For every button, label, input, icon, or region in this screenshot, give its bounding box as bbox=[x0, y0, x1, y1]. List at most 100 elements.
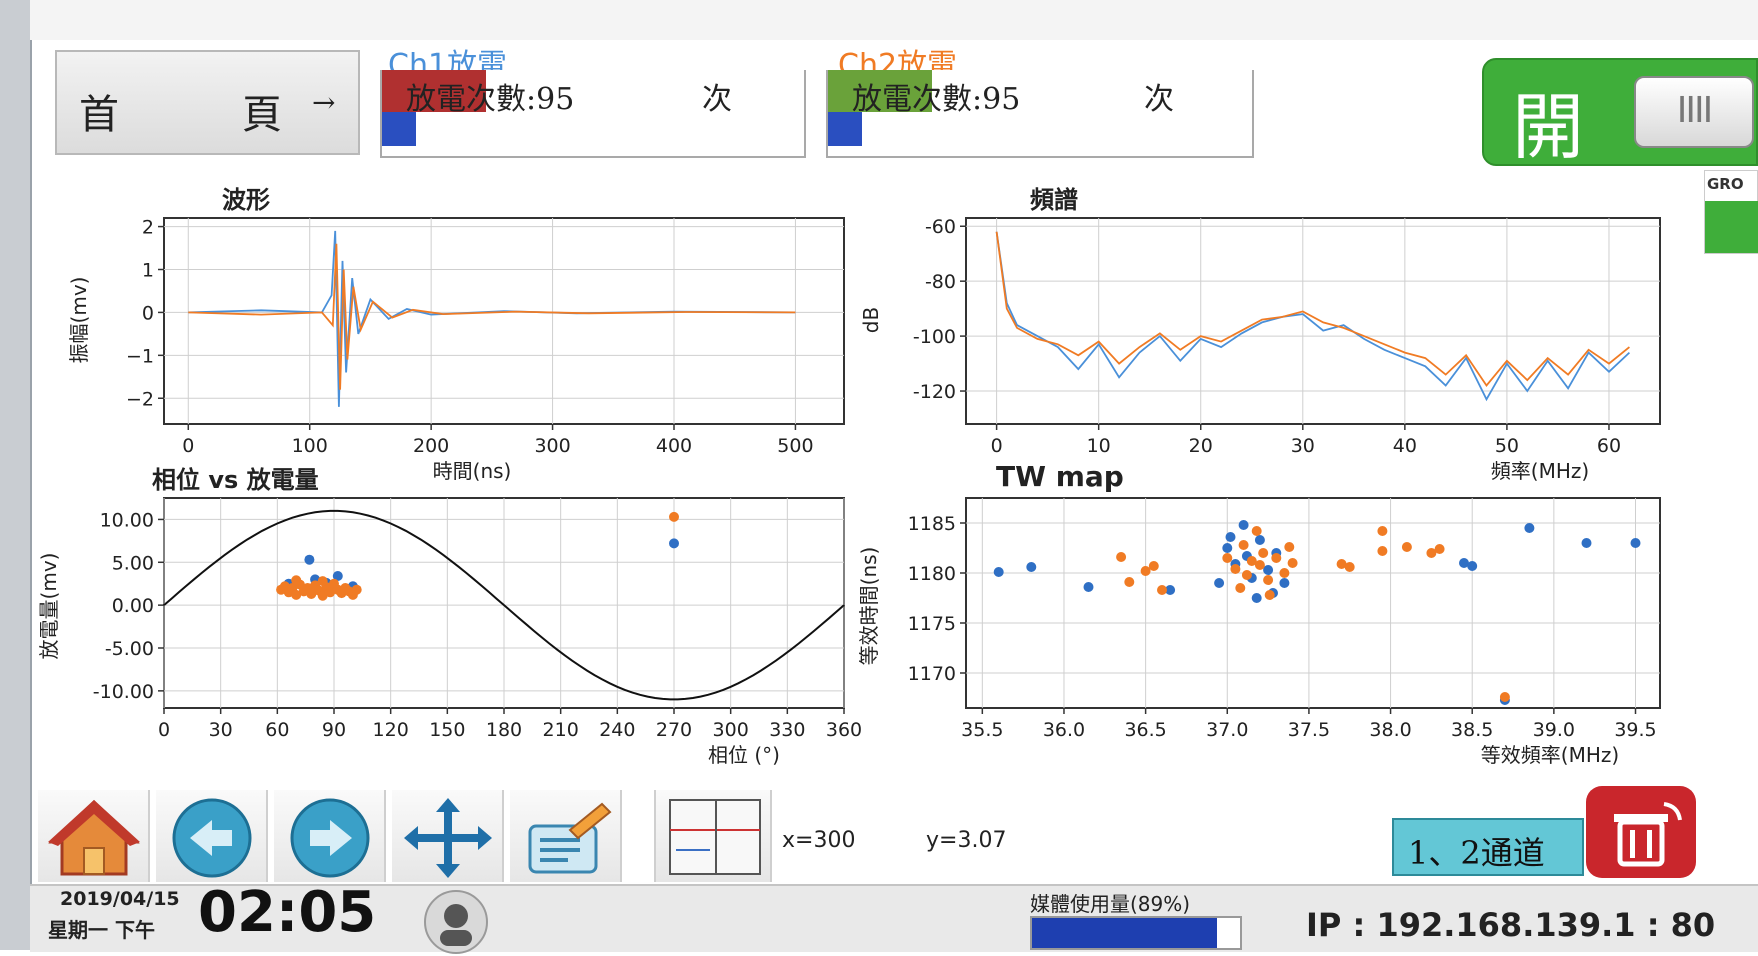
data-point bbox=[306, 589, 317, 599]
back-button[interactable] bbox=[156, 790, 268, 882]
reference-sine-curve bbox=[163, 509, 845, 701]
ch2-discharge-panel: 放電次數:95 次 bbox=[826, 70, 1254, 158]
data-point bbox=[1116, 552, 1127, 562]
ch2-count-fill bbox=[828, 70, 932, 112]
home-tab-label-2: 頁 bbox=[242, 92, 282, 138]
y-axis-label: 放電量(mv) bbox=[37, 553, 61, 660]
data-point bbox=[1426, 548, 1437, 558]
y-tick-label: -100 bbox=[913, 326, 956, 348]
spectrum-plot: 0 10 20 30 40 50 60 -60 -80 -100 -120 頻率(MHz) dB bbox=[859, 216, 1661, 483]
trash-icon bbox=[1614, 802, 1682, 867]
x-tick-label: 500 bbox=[777, 435, 813, 457]
home-icon bbox=[48, 799, 140, 876]
x-axis-label: 等效頻率(MHz) bbox=[1481, 743, 1619, 767]
series-line bbox=[995, 231, 1630, 388]
help-button[interactable] bbox=[424, 890, 488, 954]
data-point bbox=[1148, 561, 1159, 571]
help-person-icon bbox=[440, 904, 472, 946]
x-tick-label: 36.0 bbox=[1043, 719, 1085, 741]
cursor-x-readout: x=300 bbox=[782, 828, 856, 853]
x-tick-label: 39.5 bbox=[1614, 719, 1656, 741]
y-axis-label: 振幅(mv) bbox=[67, 277, 91, 364]
twmap-plot: 35.5 36.0 36.5 37.0 37.5 38.0 38.5 39.0 39.5 1185… bbox=[857, 497, 1661, 767]
series-line bbox=[188, 243, 796, 390]
data-point bbox=[304, 554, 315, 565]
data-point bbox=[1241, 570, 1252, 580]
data-point bbox=[325, 587, 336, 598]
twmap-title: TW map bbox=[996, 460, 1124, 493]
x-axis-label: 時間(ns) bbox=[433, 459, 512, 483]
y-tick-label: −2 bbox=[126, 388, 154, 410]
x-tick-label: 120 bbox=[373, 719, 409, 741]
x-tick-label: 37.5 bbox=[1288, 719, 1330, 741]
data-point bbox=[1251, 593, 1262, 603]
x-tick-label: 150 bbox=[429, 719, 465, 741]
data-point bbox=[1287, 558, 1298, 568]
clear-button[interactable] bbox=[1586, 786, 1696, 878]
y-tick-label: 0.00 bbox=[112, 595, 154, 617]
x-tick-label: 60 bbox=[265, 719, 289, 741]
side-panel-label: GRO bbox=[1707, 175, 1744, 193]
x-tick-label: 100 bbox=[292, 435, 328, 457]
x-tick-label: 210 bbox=[543, 719, 579, 741]
data-point bbox=[1157, 585, 1167, 595]
y-tick-label: -120 bbox=[913, 381, 956, 403]
data-point bbox=[1279, 568, 1290, 578]
memory-usage-bar bbox=[1030, 916, 1242, 950]
power-toggle-switch[interactable]: 開 IIII bbox=[1482, 58, 1758, 169]
data-point bbox=[1499, 692, 1510, 702]
data-point bbox=[1165, 585, 1176, 595]
home-tab-button[interactable]: 首 頁 → bbox=[55, 50, 360, 155]
data-point bbox=[1377, 526, 1388, 536]
data-point bbox=[1124, 577, 1135, 587]
x-tick-label: 180 bbox=[486, 719, 522, 741]
home-tab-label-1: 首 bbox=[79, 92, 119, 138]
data-point bbox=[1467, 561, 1478, 571]
data-point bbox=[1524, 523, 1535, 533]
data-point bbox=[1235, 583, 1246, 593]
status-clock: 02:05 bbox=[198, 880, 377, 945]
toggle-knob[interactable]: IIII bbox=[1634, 76, 1754, 148]
data-point bbox=[351, 584, 362, 595]
data-point bbox=[317, 576, 328, 587]
grid-config-button[interactable] bbox=[654, 790, 772, 882]
y-tick-label: -10.00 bbox=[93, 681, 154, 703]
x-tick-label: 30 bbox=[1291, 435, 1315, 457]
data-point bbox=[1254, 535, 1265, 545]
y-tick-label: 2 bbox=[142, 217, 154, 239]
spectrum-title: 頻譜 bbox=[1030, 186, 1078, 214]
pan-button[interactable] bbox=[392, 790, 504, 882]
x-axis-label: 相位 (°) bbox=[708, 743, 780, 767]
data-point bbox=[1263, 565, 1274, 575]
x-tick-label: 0 bbox=[158, 719, 170, 741]
arrow-left-icon bbox=[172, 798, 252, 878]
edit-button[interactable] bbox=[510, 790, 622, 882]
x-tick-label: 200 bbox=[413, 435, 449, 457]
x-tick-label: 30 bbox=[209, 719, 233, 741]
y-tick-label: 1 bbox=[142, 260, 154, 282]
x-tick-label: 20 bbox=[1189, 435, 1213, 457]
ch1-count-unit: 次 bbox=[702, 82, 732, 117]
x-tick-label: 360 bbox=[826, 719, 862, 741]
toggle-label: 開 bbox=[1512, 85, 1585, 169]
x-tick-label: 270 bbox=[656, 719, 692, 741]
forward-button[interactable] bbox=[274, 790, 386, 882]
home-button[interactable] bbox=[38, 790, 150, 882]
window-frame-left bbox=[0, 0, 32, 950]
data-point bbox=[1434, 544, 1445, 554]
phase-title: 相位 vs 放電量 bbox=[152, 466, 319, 494]
ch2-count-unit: 次 bbox=[1144, 82, 1174, 117]
y-tick-label: 1170 bbox=[908, 663, 956, 685]
data-point bbox=[1246, 556, 1257, 566]
channel-select-button[interactable]: 1、2通道 bbox=[1392, 818, 1584, 876]
status-date: 2019/04/15 bbox=[60, 888, 180, 910]
x-tick-label: 50 bbox=[1495, 435, 1519, 457]
y-axis-label: dB bbox=[859, 307, 883, 333]
side-panel-indicator bbox=[1705, 201, 1758, 253]
x-axis-label: 頻率(MHz) bbox=[1491, 459, 1589, 483]
ch1-count-label: 放電次數:95 bbox=[406, 82, 575, 117]
memory-usage-label: 媒體使用量(89%) bbox=[1030, 892, 1191, 916]
x-tick-label: 300 bbox=[534, 435, 570, 457]
x-tick-label: 0 bbox=[991, 435, 1003, 457]
